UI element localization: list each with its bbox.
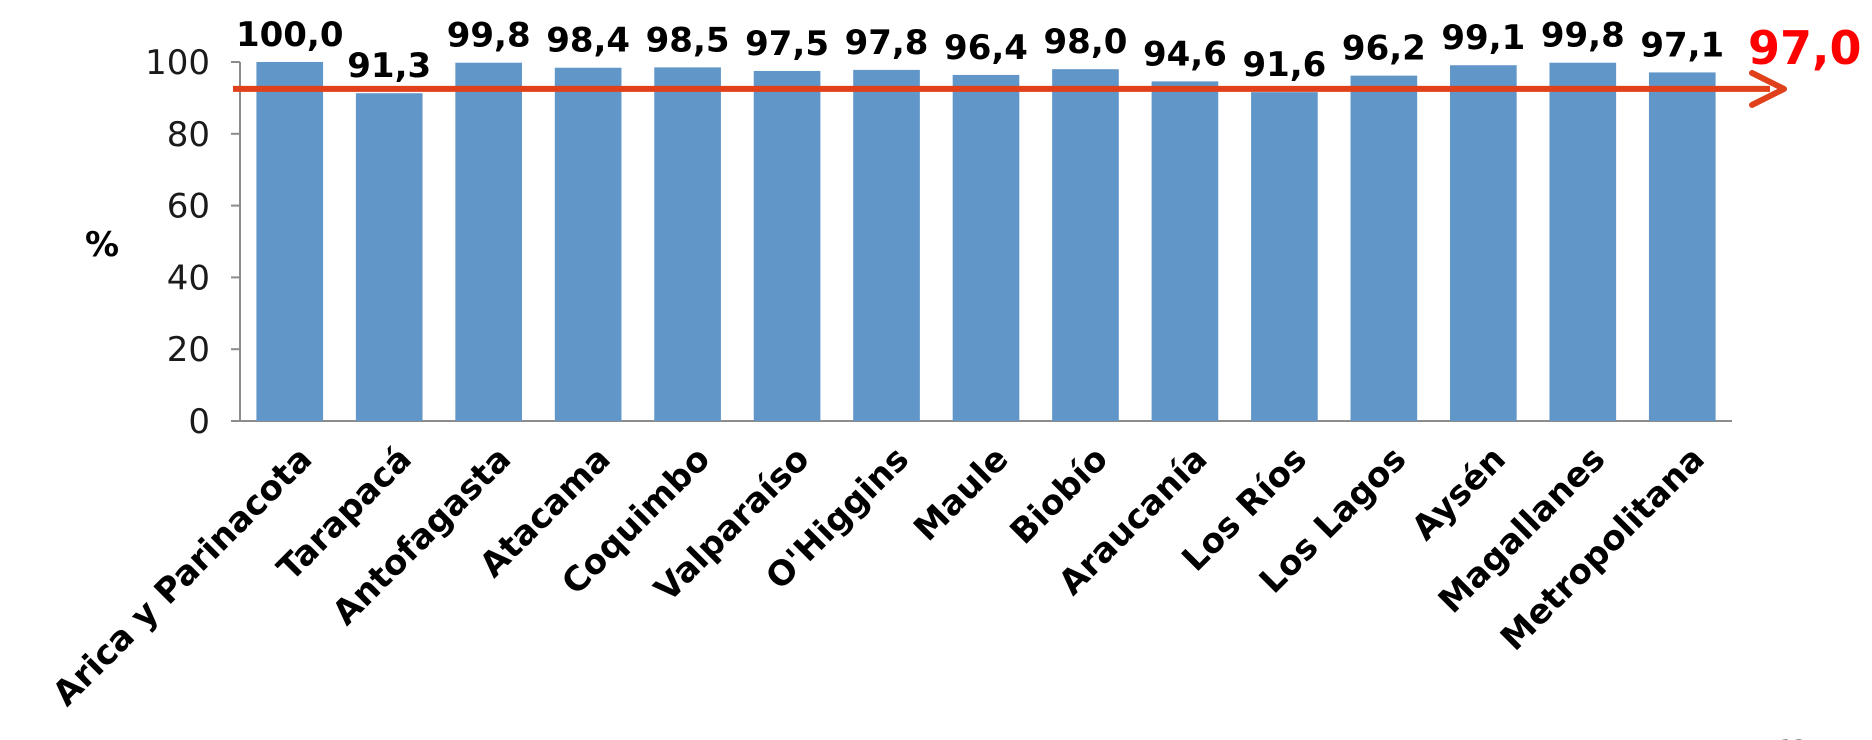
data-label: 97,1 [1640, 25, 1724, 65]
bar [753, 70, 821, 421]
bar [256, 62, 324, 421]
data-label: 99,8 [1541, 16, 1625, 56]
data-labels: 100,091,3 99,8 98,4 98,5 97,5 97,8 96,4 98,0 94,… [236, 15, 1724, 86]
bar [1648, 72, 1716, 421]
data-label: 96,2 [1342, 29, 1426, 69]
bar [952, 74, 1020, 421]
category-label: Arica y Parinacota [45, 439, 320, 714]
y-tick-label: 80 [167, 115, 210, 155]
y-tick-label: 40 [167, 258, 210, 298]
data-label: 91,6 [1242, 45, 1326, 85]
page-number: 16 [1781, 736, 1804, 740]
bar [853, 69, 920, 421]
reference-line-label: 97,0 [1748, 21, 1862, 75]
bars [256, 62, 1716, 422]
data-label: 96,4 [944, 28, 1028, 68]
category-label: Maule [906, 439, 1016, 549]
data-label: 98,0 [1044, 22, 1128, 62]
data-label: 91,3 [347, 46, 431, 86]
y-tick-label: 60 [167, 187, 210, 227]
bar [1052, 69, 1119, 422]
bar [355, 93, 423, 421]
reference-arrowhead [1749, 69, 1787, 108]
y-tick-label: 0 [188, 402, 210, 442]
category-label: Antofagasta [325, 439, 519, 633]
data-label: 97,8 [845, 23, 929, 63]
y-tick-label: 100 [145, 43, 210, 83]
bar [1450, 65, 1517, 421]
y-tick-label: 20 [167, 330, 210, 370]
data-label: 100,0 [236, 15, 344, 55]
bar [1549, 62, 1617, 422]
bar [554, 67, 622, 421]
y-axis-label: % [85, 225, 119, 265]
data-label: 94,6 [1143, 34, 1227, 74]
bar [654, 67, 721, 421]
reference-line: 97,0 [233, 21, 1862, 108]
data-label: 99,8 [447, 16, 531, 56]
category-labels: Arica y ParinacotaTarapacáAntofagastaAta… [45, 439, 1713, 714]
bar [1151, 81, 1219, 422]
bar [1251, 92, 1318, 421]
bar [455, 62, 522, 422]
bar [1350, 75, 1418, 421]
data-label: 98,4 [546, 21, 630, 61]
data-label: 98,5 [646, 20, 730, 60]
data-label: 97,5 [745, 24, 829, 64]
data-label: 99,1 [1441, 18, 1525, 58]
